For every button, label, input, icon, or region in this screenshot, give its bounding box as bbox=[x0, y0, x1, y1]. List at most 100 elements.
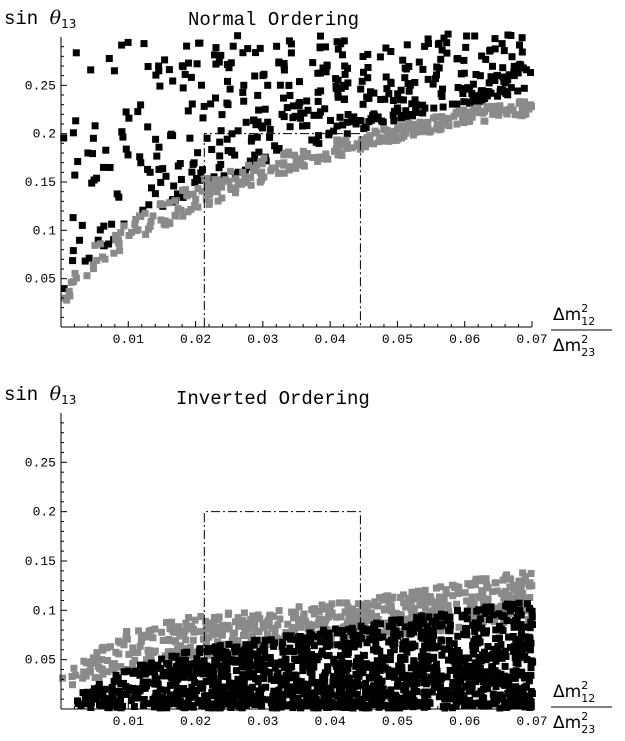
scatter-point-black bbox=[309, 59, 317, 67]
scatter-point-gray bbox=[320, 605, 327, 613]
scatter-point-black bbox=[495, 695, 503, 702]
scatter-point-gray bbox=[241, 176, 249, 184]
scatter-point-black bbox=[517, 621, 525, 628]
scatter-point-black bbox=[355, 640, 363, 648]
scatter-point-black bbox=[503, 617, 511, 625]
scatter-point-black bbox=[240, 681, 248, 688]
scatter-point-black bbox=[498, 40, 506, 48]
scatter-point-black bbox=[252, 121, 260, 129]
scatter-point-gray bbox=[257, 168, 264, 176]
scatter-point-gray bbox=[275, 160, 283, 168]
scatter-point-black bbox=[301, 656, 309, 664]
scatter-point-black bbox=[240, 81, 248, 89]
y-tick-label: 0.15 bbox=[25, 175, 56, 190]
scatter-point-gray bbox=[385, 598, 393, 606]
scatter-point-gray bbox=[301, 617, 309, 625]
scatter-point-black bbox=[325, 652, 333, 659]
scatter-point-gray bbox=[361, 620, 369, 628]
scatter-point-gray bbox=[507, 575, 515, 583]
allowed-region-box bbox=[203, 511, 361, 709]
scatter-point-black bbox=[252, 698, 260, 706]
scatter-point-black bbox=[242, 641, 250, 649]
scatter-point-black bbox=[493, 669, 501, 677]
scatter-point-gray bbox=[363, 139, 371, 146]
scatter-point-black bbox=[216, 152, 224, 160]
scatter-point-black bbox=[343, 640, 350, 648]
scatter-point-black bbox=[208, 704, 216, 712]
scatter-point-black bbox=[486, 669, 494, 677]
scatter-point-black bbox=[173, 662, 181, 670]
scatter-point-black bbox=[102, 146, 110, 154]
scatter-point-black bbox=[273, 42, 281, 50]
scatter-point-gray bbox=[69, 681, 76, 689]
scatter-point-gray bbox=[79, 674, 87, 682]
scatter-point-gray bbox=[337, 149, 345, 157]
scatter-point-gray bbox=[265, 616, 273, 624]
scatter-point-gray bbox=[389, 609, 397, 617]
scatter-point-black bbox=[151, 694, 159, 702]
scatter-point-black bbox=[304, 685, 312, 693]
scatter-point-black bbox=[360, 68, 367, 76]
x-tick-label: 0.01 bbox=[113, 714, 144, 729]
scatter-point-gray bbox=[438, 597, 446, 605]
scatter-point-black bbox=[348, 688, 356, 696]
scatter-point-black bbox=[179, 699, 187, 707]
scatter-point-black bbox=[507, 84, 515, 92]
scatter-point-black bbox=[344, 648, 352, 656]
scatter-point-black bbox=[321, 699, 329, 707]
scatter-point-gray bbox=[213, 188, 221, 196]
scatter-point-black bbox=[124, 38, 132, 46]
scatter-point-gray bbox=[466, 117, 474, 125]
scatter-point-gray bbox=[181, 627, 189, 635]
scatter-point-black bbox=[367, 692, 375, 700]
scatter-point-black bbox=[497, 85, 504, 93]
scatter-point-black bbox=[314, 704, 322, 712]
scatter-point-black bbox=[353, 658, 360, 666]
scatter-point-black bbox=[443, 39, 451, 47]
scatter-point-black bbox=[514, 69, 522, 77]
scatter-point-black bbox=[526, 646, 534, 654]
scatter-point-black bbox=[255, 106, 263, 114]
x-tick-label: 0.03 bbox=[247, 332, 278, 347]
scatter-point-black bbox=[334, 93, 342, 101]
scatter-point-black bbox=[233, 679, 241, 687]
scatter-point-black bbox=[373, 619, 381, 627]
scatter-point-black bbox=[507, 673, 515, 681]
scatter-point-gray bbox=[275, 169, 283, 177]
scatter-point-black bbox=[459, 656, 467, 664]
scatter-point-gray bbox=[445, 122, 453, 130]
scatter-point-black bbox=[429, 676, 437, 684]
scatter-point-black bbox=[423, 638, 431, 646]
scatter-point-black bbox=[397, 86, 405, 94]
scatter-point-black bbox=[437, 90, 445, 98]
scatter-point-black bbox=[438, 637, 445, 645]
scatter-point-black bbox=[72, 49, 80, 57]
scatter-point-black bbox=[325, 692, 333, 700]
scatter-point-black bbox=[492, 657, 500, 664]
scatter-point-black bbox=[158, 655, 166, 663]
scatter-point-black bbox=[266, 654, 274, 661]
scatter-point-black bbox=[325, 634, 333, 642]
scatter-point-black bbox=[344, 111, 352, 118]
scatter-point-black bbox=[246, 673, 254, 681]
scatter-point-gray bbox=[418, 128, 426, 136]
scatter-point-black bbox=[140, 40, 148, 48]
scatter-point-black bbox=[358, 77, 366, 85]
scatter-point-black bbox=[521, 652, 529, 660]
scatter-point-black bbox=[396, 616, 404, 624]
scatter-point-black bbox=[465, 685, 473, 693]
scatter-point-black bbox=[108, 696, 115, 704]
scatter-point-black bbox=[499, 73, 507, 81]
scatter-point-gray bbox=[527, 570, 535, 577]
scatter-point-black bbox=[511, 654, 519, 661]
scatter-point-black bbox=[189, 702, 197, 709]
scatter-point-black bbox=[439, 103, 447, 111]
scatter-point-gray bbox=[345, 609, 353, 617]
scatter-point-gray bbox=[213, 623, 221, 631]
scatter-point-gray bbox=[71, 269, 79, 277]
scatter-point-black bbox=[239, 88, 247, 96]
scatter-point-gray bbox=[112, 236, 120, 244]
scatter-point-gray bbox=[249, 619, 257, 627]
scatter-point-gray bbox=[322, 150, 330, 158]
scatter-point-black bbox=[443, 702, 451, 710]
